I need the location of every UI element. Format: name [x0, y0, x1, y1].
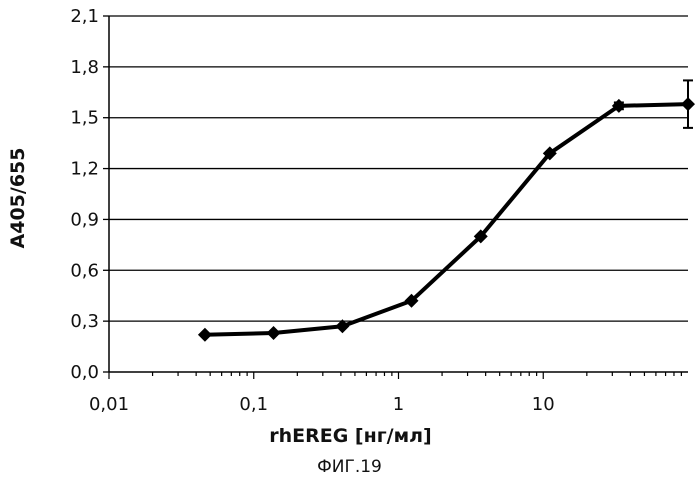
y-tick-label: 0,3: [70, 311, 99, 332]
x-tick-label: 1: [393, 394, 404, 415]
y-axis-label: A405/655: [7, 148, 29, 249]
data-point: [267, 326, 281, 340]
x-tick-labels: 0,01 0,1 1 10: [89, 394, 555, 415]
x-tick-label: 10: [532, 394, 555, 415]
x-axis-label: rhEREG [нг/мл]: [269, 425, 432, 447]
x-tick-label: 0,01: [89, 394, 129, 415]
y-tick-label: 0,0: [70, 362, 99, 383]
figure-caption: ФИГ.19: [0, 457, 699, 477]
y-tick-label: 0,9: [70, 209, 99, 230]
y-tick-label: 1,2: [70, 159, 99, 180]
y-tick-label: 1,5: [70, 108, 99, 129]
y-tick-label: 2,1: [70, 6, 99, 27]
grid: [103, 16, 688, 372]
x-tick-label: 0,1: [239, 394, 268, 415]
data-point: [681, 97, 695, 111]
x-ticks: [109, 372, 681, 379]
y-tick-labels: 0,0 0,3 0,6 0,9 1,2 1,5 1,8 2,1: [70, 6, 99, 383]
y-tick-label: 0,6: [70, 260, 99, 281]
series: [198, 80, 695, 341]
y-tick-label: 1,8: [70, 57, 99, 78]
data-point: [198, 328, 212, 342]
axes: [109, 16, 688, 372]
